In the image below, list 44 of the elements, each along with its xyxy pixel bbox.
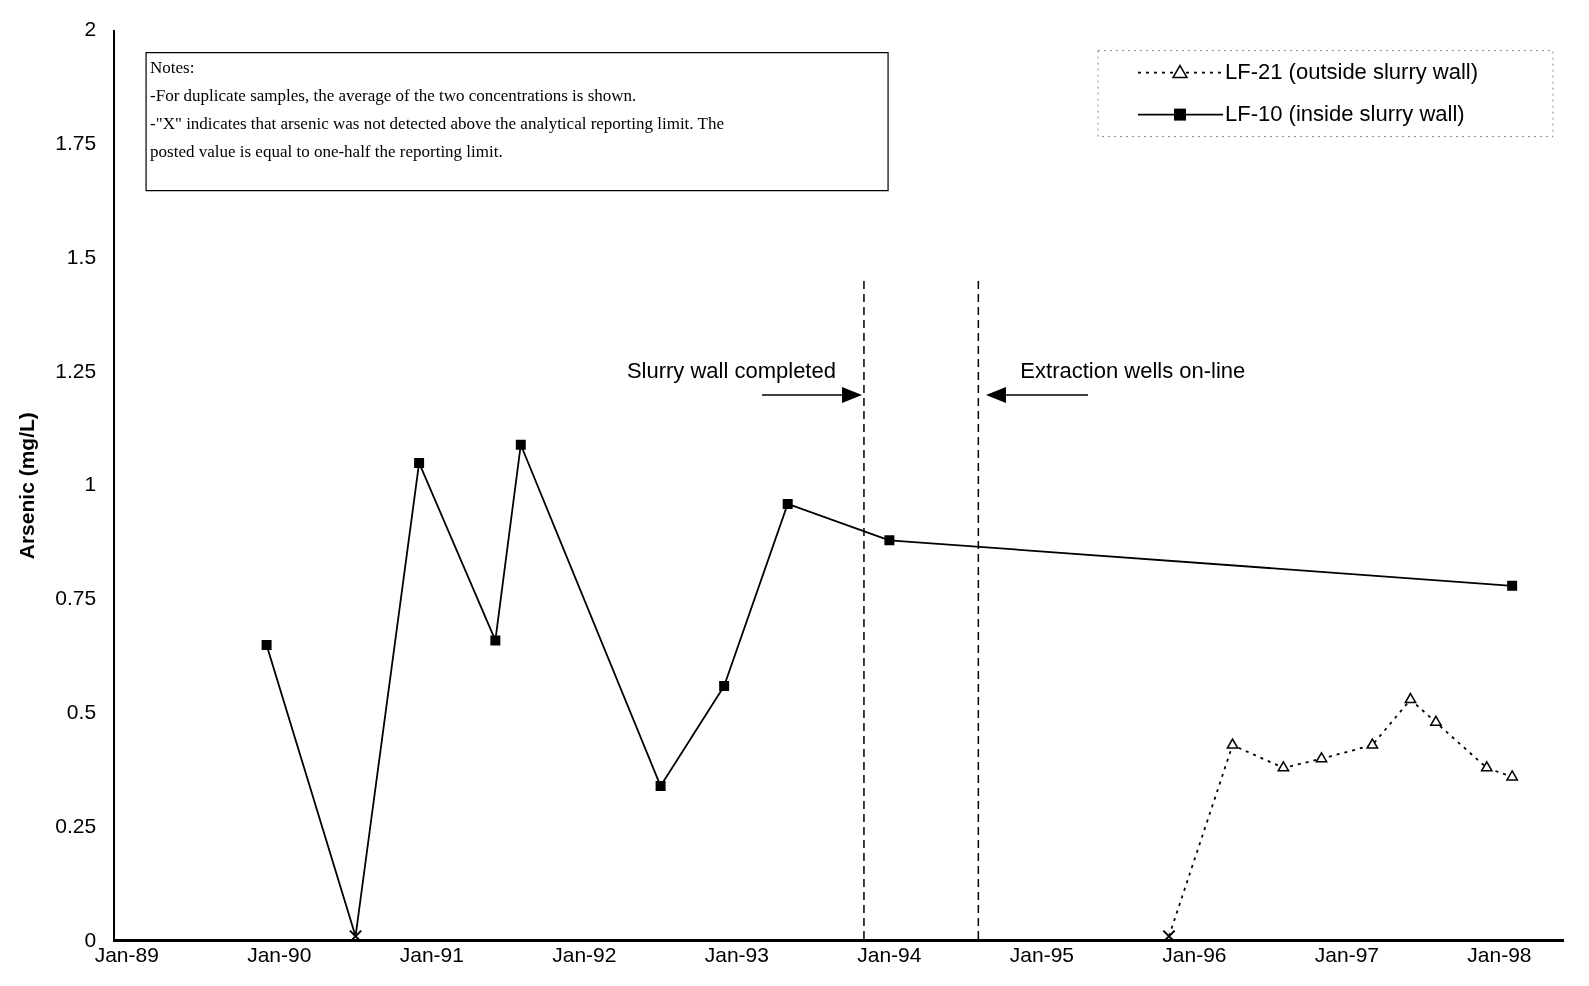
ref-line-label: Slurry wall completed — [626, 357, 836, 383]
point — [348, 929, 363, 941]
point — [1429, 715, 1442, 727]
legend-label: LF-21 (outside slurry wall) — [1225, 58, 1479, 84]
y-tick-label: 0.25 — [55, 813, 97, 837]
x-tick-label: Jan-96 — [1162, 943, 1227, 967]
y-tick-label: 1.25 — [55, 358, 97, 382]
y-tick-label: 1.75 — [55, 131, 97, 155]
point — [655, 781, 666, 792]
x-tick-label: Jan-94 — [857, 943, 922, 967]
point — [1507, 580, 1518, 591]
point — [1315, 752, 1328, 763]
point — [884, 535, 895, 546]
legend-label: LF-10 (inside slurry wall) — [1225, 100, 1465, 126]
y-tick-label: 0.75 — [55, 586, 97, 610]
point — [782, 498, 793, 509]
x-tick-label: Jan-95 — [1009, 943, 1074, 967]
y-tick-label: 1 — [84, 472, 97, 496]
y-tick-label: 0 — [84, 927, 97, 951]
point — [261, 639, 272, 650]
point — [1480, 761, 1493, 772]
point — [515, 439, 526, 450]
x-tick-label: Jan-98 — [1467, 943, 1532, 967]
y-axis-title: Arsenic (mg/L) — [15, 412, 39, 560]
ref-line-label: Extraction wells on-line — [1020, 357, 1246, 383]
point — [1162, 929, 1176, 941]
point — [719, 680, 730, 691]
point — [490, 635, 501, 646]
x-tick-label: Jan-92 — [552, 943, 617, 967]
x-tick-label: Jan-91 — [399, 943, 464, 967]
point — [1277, 761, 1290, 772]
point — [1366, 738, 1379, 749]
x-tick-label: Jan-90 — [247, 943, 312, 967]
point — [1226, 738, 1239, 749]
y-tick-label: 1.5 — [66, 244, 97, 268]
point — [1506, 770, 1519, 781]
y-tick-label: 0.5 — [66, 700, 97, 724]
x-tick-label: Jan-89 — [94, 943, 159, 967]
annotation: Notes: -For duplicate samples, the average of the two concentrations is shown. -"X" indicates that arsenic was not detected above the analytical reporting limit. The posted value is equal to one-half the reporting limit. — [150, 58, 724, 162]
y-tick-label: 2 — [84, 17, 97, 41]
point — [414, 457, 425, 468]
x-tick-label: Jan-97 — [1314, 943, 1380, 967]
x-tick-label: Jan-93 — [704, 943, 769, 967]
point — [1404, 692, 1417, 704]
